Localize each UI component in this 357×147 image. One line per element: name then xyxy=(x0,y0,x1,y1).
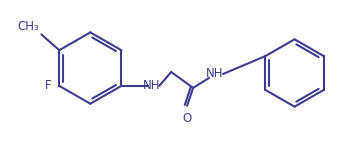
Text: CH₃: CH₃ xyxy=(17,20,39,33)
Text: NH: NH xyxy=(206,67,224,81)
Text: F: F xyxy=(45,79,51,92)
Text: O: O xyxy=(182,112,192,125)
Text: NH: NH xyxy=(142,79,160,92)
